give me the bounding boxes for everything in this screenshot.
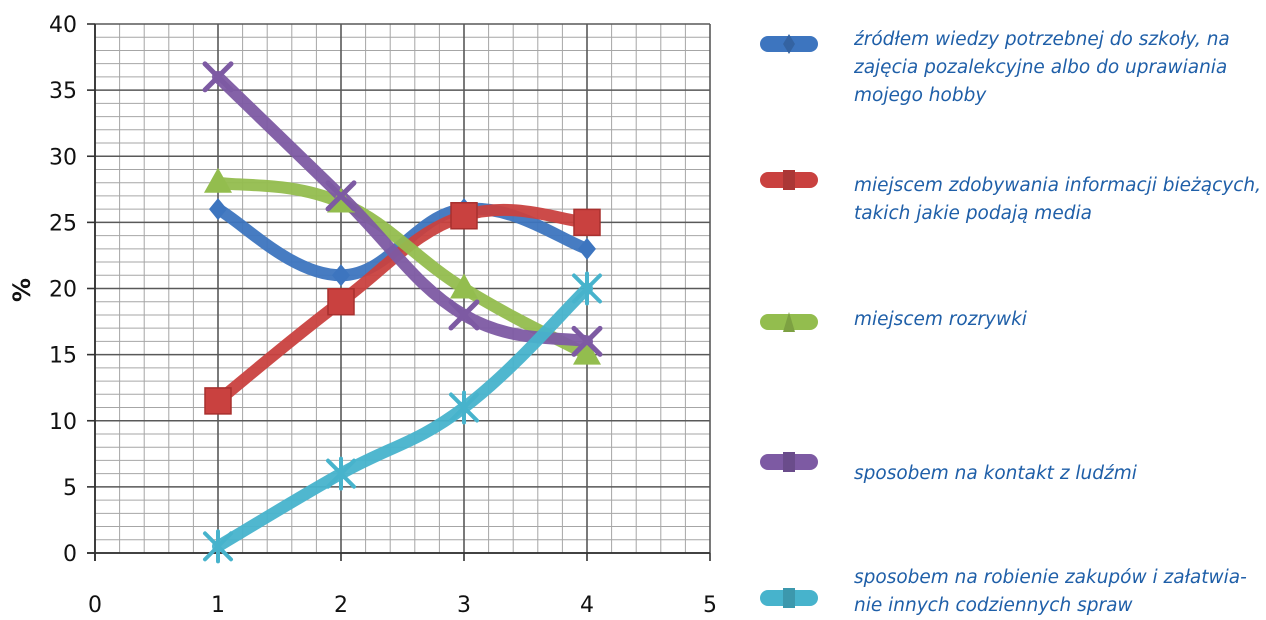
data-point-marker (450, 273, 478, 299)
legend-label-line: mojego hobby (854, 85, 987, 106)
legend-marker-icon (783, 588, 795, 608)
x-tick-label: 0 (88, 593, 102, 618)
legend-label-line: nie innych codziennych spraw (854, 595, 1133, 616)
legend-marker-icon (783, 452, 795, 472)
axes (87, 23, 711, 561)
x-tick-label: 3 (457, 593, 471, 618)
diamond-marker (332, 264, 350, 287)
y-tick-labels: 0 5 10 15 20 25 30 35 40 (49, 13, 77, 567)
data-point-marker (204, 387, 232, 415)
data-point-marker (448, 299, 480, 331)
triangle-marker (204, 167, 232, 193)
square-marker (573, 208, 601, 237)
square-marker (450, 202, 478, 230)
star-marker (449, 390, 479, 425)
x-marker (325, 180, 357, 212)
data-point-marker (573, 339, 601, 365)
legend-label-line: sposobem na robienie zakupów i załatwia- (854, 567, 1247, 588)
legend-label-line: sposobem na kontakt z ludźmi (854, 463, 1137, 484)
star-marker (572, 271, 602, 306)
data-point-marker (325, 180, 357, 212)
legend-label: sposobem na robienie zakupów i załatwia-… (854, 564, 1266, 620)
data-point-marker (203, 529, 233, 564)
data-point-marker (571, 325, 603, 357)
y-tick-label: 10 (49, 410, 77, 435)
triangle-marker (573, 339, 601, 365)
line-chart: 0 5 10 15 20 25 30 35 40 0 1 2 3 4 5 % (8, 13, 717, 618)
series-lines (212, 70, 593, 553)
y-tick-label: 40 (49, 13, 77, 38)
y-tick-label: 5 (63, 476, 77, 501)
triangle-marker (450, 273, 478, 299)
x-tick-label: 2 (334, 593, 348, 618)
legend-label: sposobem na kontakt z ludźmi (854, 460, 1266, 488)
data-point-marker (573, 208, 601, 237)
series-line-4 (212, 70, 593, 348)
x-tick-label: 1 (211, 593, 225, 618)
y-tick-label: 0 (63, 542, 77, 567)
legend-label-line: miejscem zdobywania informacji bieżących… (854, 175, 1261, 196)
legend-label: miejscem zdobywania informacji bieżących… (854, 172, 1266, 228)
legend-swatch-3 (760, 312, 818, 332)
legend-label-line: zajęcia pozalekcyjne albo do uprawiania (854, 57, 1228, 78)
legend-marker-icon (783, 312, 795, 332)
x-marker (202, 61, 234, 93)
major-gridlines (94, 23, 711, 554)
y-tick-label: 30 (49, 145, 77, 170)
data-point-marker (449, 390, 479, 425)
legend-label: miejscem rozrywki (854, 306, 1266, 334)
data-point-marker (332, 264, 350, 287)
y-axis-label: % (8, 278, 36, 302)
data-point-marker (204, 167, 232, 193)
legend-swatch-4 (760, 452, 818, 472)
square-marker (327, 287, 355, 316)
legend-label-line: źródłem wiedzy potrzebnej do szkoły, na (854, 29, 1230, 50)
data-point-marker (450, 202, 478, 230)
series-markers (202, 61, 603, 564)
legend-marker-icon (783, 34, 795, 54)
series-line-3 (212, 176, 593, 361)
legend-label: źródłem wiedzy potrzebnej do szkoły, na … (854, 26, 1266, 110)
x-marker (448, 299, 480, 331)
legend-label-line: takich jakie podają media (854, 203, 1092, 224)
legend-swatch-2 (760, 170, 818, 190)
x-tick-labels: 0 1 2 3 4 5 (88, 593, 717, 618)
chart-legend: źródłem wiedzy potrzebnej do szkoły, na … (760, 0, 1266, 618)
data-point-marker (572, 271, 602, 306)
square-marker (204, 387, 232, 415)
data-point-marker (327, 287, 355, 316)
legend-swatch-5 (760, 588, 818, 608)
data-point-marker (578, 237, 596, 260)
diamond-marker (209, 198, 227, 221)
star-marker (326, 456, 356, 491)
legend-swatch-1 (760, 34, 818, 54)
y-tick-label: 15 (49, 344, 77, 369)
y-tick-label: 25 (49, 211, 77, 236)
y-tick-label: 20 (49, 278, 77, 303)
data-point-marker (326, 456, 356, 491)
diamond-marker (578, 237, 596, 260)
star-marker (203, 529, 233, 564)
x-tick-label: 5 (703, 593, 717, 618)
y-tick-label: 35 (49, 79, 77, 104)
series-line-5 (212, 282, 593, 553)
data-point-marker (209, 198, 227, 221)
legend-label-line: miejscem rozrywki (854, 309, 1027, 330)
x-tick-label: 4 (580, 593, 594, 618)
data-point-marker (202, 61, 234, 93)
x-marker (571, 325, 603, 357)
legend-marker-icon (783, 170, 795, 190)
